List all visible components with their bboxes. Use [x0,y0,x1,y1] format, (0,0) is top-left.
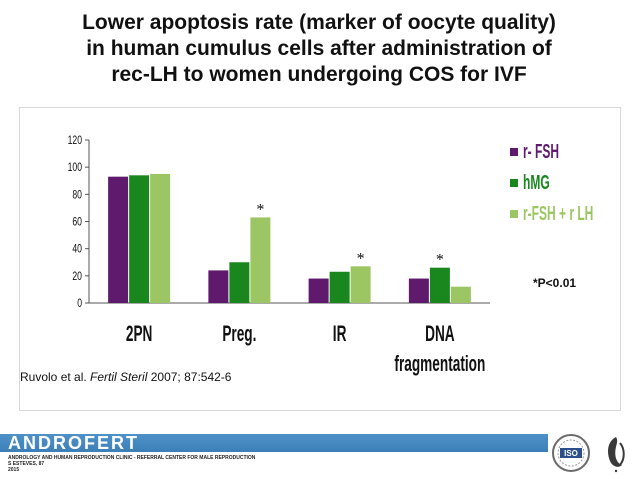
bar-chart: 0 20 40 60 80 100 120 2PN Preg. IR DNA fragmentatio… [68,135,594,376]
title-line-2: in human cumulus cells after administrat… [86,37,552,60]
citation-authors: Ruvolo et al. [20,370,87,384]
iso-label: ISO [564,449,578,458]
y-tick-label: 40 [72,243,82,256]
significance-note: *P<0.01 [533,276,577,290]
iso-certification-icon: ISO [552,434,590,472]
significance-asterisk: * [436,252,444,269]
brand-name: ANDROFERT [8,433,139,453]
x-tick-label: IR [333,321,347,346]
y-tick-label: 80 [72,189,82,202]
bar [250,217,271,303]
bar [308,278,329,303]
bar [229,262,250,303]
y-tick-label: 100 [68,162,83,175]
brand-subtitle: ANDROLOGY AND HUMAN REPRODUCTION CLINIC … [8,455,255,473]
clinic-logo-icon [608,437,625,473]
significance-asterisk: * [256,201,264,218]
x-tick-label: DNA [425,321,455,346]
bar [408,278,429,303]
y-tick-label: 60 [72,216,82,229]
brand-bar [0,434,548,452]
bar [450,286,471,303]
x-tick-label: 2PN [126,321,153,346]
legend-swatch [510,148,518,156]
slide-title: Lower apoptosis rate (marker of oocyte q… [10,10,628,88]
bar [208,270,229,303]
bar [350,266,371,303]
legend-swatch [510,210,518,218]
title-line-3: rec-LH to women undergoing COS for IVF [111,63,527,86]
x-tick-label: fragmentation [394,351,485,376]
bar [108,176,129,303]
y-tick-label: 120 [68,135,83,148]
significance-asterisk: * [357,250,365,267]
bar [150,173,171,303]
legend-label: r-FSH + r LH [523,203,593,225]
title-line-1: Lower apoptosis rate (marker of oocyte q… [82,11,556,34]
y-tick-label: 0 [77,298,82,311]
chart-panel: 0 20 40 60 80 100 120 2PN Preg. IR DNA fragmentatio… [19,107,621,411]
brand-subtitle-line: S ESTEVES, 87 [8,461,45,467]
y-tick-label: 20 [72,271,82,284]
citation-details: 2007; 87:542-6 [150,370,232,384]
bar [329,271,350,303]
brand-subtitle-line: 2015 [8,467,20,473]
bar [429,267,450,303]
legend-label: hMG [523,172,550,194]
legend-swatch [510,179,518,187]
bar [129,175,150,303]
brand-subtitle-line: ANDROLOGY AND HUMAN REPRODUCTION CLINIC … [8,455,256,461]
citation-journal: Fertil Steril [90,370,148,384]
citation: Ruvolo et al. Fertil Steril 2007; 87:542… [20,370,231,384]
x-tick-label: Preg. [222,321,256,346]
legend-label: r- FSH [523,141,559,163]
